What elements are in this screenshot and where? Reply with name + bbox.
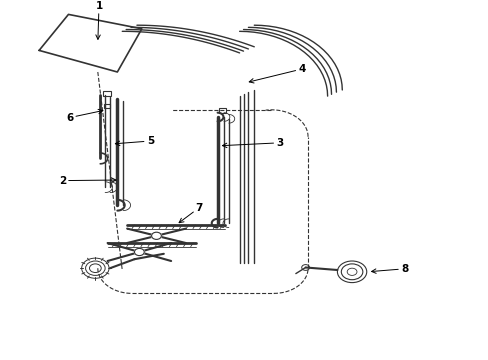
Text: 8: 8: [371, 264, 407, 274]
Text: 4: 4: [249, 64, 305, 83]
Circle shape: [134, 248, 144, 256]
Bar: [218, 108, 226, 113]
Bar: [102, 91, 110, 96]
Text: 2: 2: [59, 176, 116, 186]
Circle shape: [151, 232, 161, 239]
Text: 5: 5: [115, 136, 154, 146]
Text: 6: 6: [66, 109, 102, 123]
Text: 1: 1: [95, 1, 102, 39]
Bar: [103, 104, 109, 108]
Text: 7: 7: [179, 203, 203, 223]
Text: 3: 3: [222, 138, 283, 148]
